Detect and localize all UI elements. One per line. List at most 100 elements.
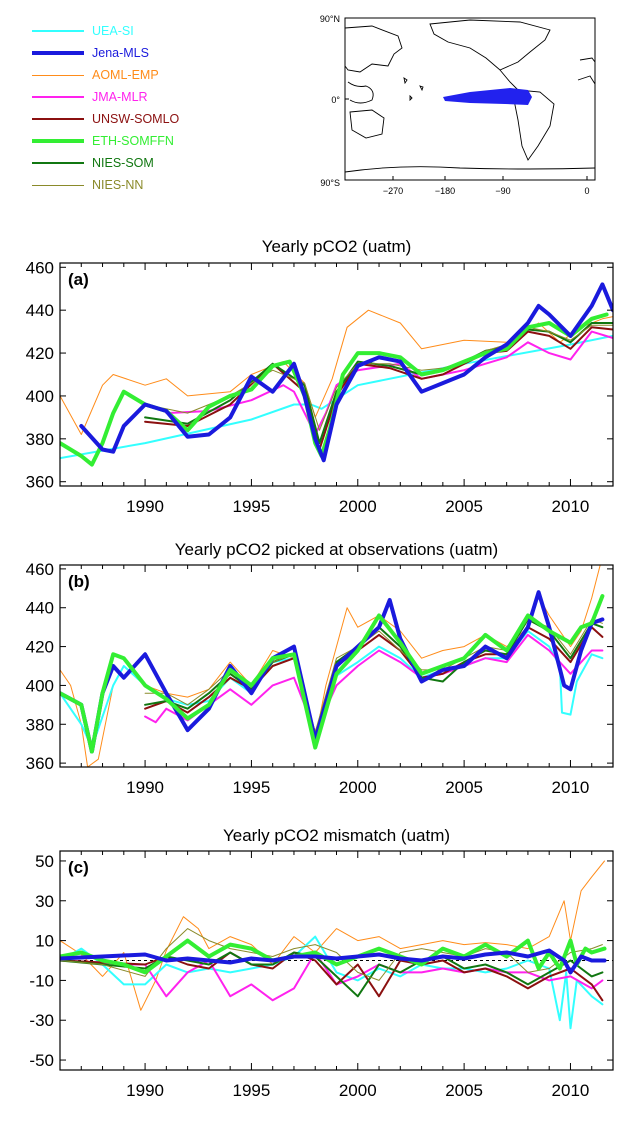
legend-item-unsw-somlo: UNSW-SOMLO <box>32 108 262 130</box>
panel-label: (b) <box>68 572 90 591</box>
x-tick-label: 2000 <box>339 778 377 797</box>
legend-item-jena-mls: Jena-MLS <box>32 42 262 64</box>
y-tick-label: 380 <box>26 715 54 734</box>
legend-swatch <box>32 162 84 164</box>
chart-title: Yearly pCO2 picked at observations (uatm… <box>175 540 498 559</box>
x-tick-label: 2000 <box>339 497 377 516</box>
series-line-nies-nn <box>144 324 613 431</box>
legend-swatch <box>32 184 84 186</box>
legend-swatch <box>32 96 84 98</box>
y-tick-label: 380 <box>26 430 54 449</box>
series-line-nies-som <box>144 322 613 445</box>
series-line-aoml-emp <box>60 565 601 767</box>
x-tick-label: 2005 <box>445 497 483 516</box>
legend-label: JMA-MLR <box>92 90 148 104</box>
y-tick-label: 440 <box>26 599 54 618</box>
x-tick-label: 2005 <box>445 1081 483 1100</box>
x-tick-label: 1995 <box>233 1081 271 1100</box>
chart-title: Yearly pCO2 (uatm) <box>262 237 412 256</box>
legend-label: UNSW-SOMLO <box>92 112 180 126</box>
coastline-south-america <box>513 89 555 161</box>
coastline-africa <box>577 57 596 85</box>
panel-label: (c) <box>68 858 89 877</box>
y-tick-label: 50 <box>35 852 54 871</box>
legend-swatch <box>32 118 84 120</box>
map-lon-label: −180 <box>435 186 455 196</box>
legend-label: UEA-SI <box>92 24 134 38</box>
x-tick-label: 1990 <box>126 778 164 797</box>
coastline-north-america <box>429 19 551 71</box>
map-lat-label: 90°N <box>320 14 340 24</box>
series-line-jma-mlr <box>165 330 613 436</box>
y-tick-label: 460 <box>26 258 54 277</box>
y-tick-label: 400 <box>26 676 54 695</box>
x-tick-label: 2010 <box>552 778 590 797</box>
y-tick-label: 440 <box>26 301 54 320</box>
x-tick-label: 2010 <box>552 1081 590 1100</box>
series-line-aoml-emp <box>60 860 605 1011</box>
y-tick-label: 420 <box>26 638 54 657</box>
series-line-eth-somffn <box>60 312 609 467</box>
x-tick-label: 1995 <box>233 778 271 797</box>
y-tick-label: -50 <box>29 1051 54 1070</box>
y-tick-label: 360 <box>26 754 54 773</box>
series-group <box>60 282 613 467</box>
y-tick-label: 10 <box>35 932 54 951</box>
map-lat-label: 90°S <box>320 178 340 188</box>
series-line-jma-mlr <box>60 951 604 1002</box>
y-tick-label: -10 <box>29 971 54 990</box>
series-line-jena-mls <box>60 948 607 975</box>
x-tick-label: 1990 <box>126 497 164 516</box>
map-lon-label: 0 <box>584 186 589 196</box>
chart-title: Yearly pCO2 mismatch (uatm) <box>223 826 450 845</box>
legend-label: Jena-MLS <box>92 46 149 60</box>
x-tick-label: 2010 <box>552 497 590 516</box>
legend-swatch <box>32 51 84 55</box>
legend: UEA-SI Jena-MLS AOML-EMP JMA-MLR UNSW-SO… <box>32 20 262 196</box>
legend-item-uea-si: UEA-SI <box>32 20 262 42</box>
map-lon-label: −90 <box>495 186 510 196</box>
x-tick-label: 2000 <box>339 1081 377 1100</box>
map-lat-label: 0° <box>331 95 340 105</box>
coastline-islands <box>403 77 424 102</box>
legend-item-aoml-emp: AOML-EMP <box>32 64 262 86</box>
y-tick-label: 30 <box>35 892 54 911</box>
map-lon-label: −270 <box>383 186 403 196</box>
coastlines <box>344 19 596 173</box>
map-axis-labels: 90°N 0° 90°S −270 −180 −90 0 <box>320 14 590 196</box>
coastline-maritime <box>347 81 374 104</box>
series-line-eth-somffn <box>60 594 605 754</box>
x-tick-label: 2005 <box>445 778 483 797</box>
y-tick-label: -30 <box>29 1011 54 1030</box>
legend-swatch <box>32 74 84 76</box>
legend-label: AOML-EMP <box>92 68 159 82</box>
series-line-uea-si <box>60 935 604 1030</box>
y-tick-label: 420 <box>26 344 54 363</box>
series-line-jena-mls <box>60 590 605 754</box>
x-tick-label: 1990 <box>126 1081 164 1100</box>
series-group <box>60 565 605 767</box>
coastline-central-america <box>499 69 519 91</box>
x-tick-label: 1995 <box>233 497 271 516</box>
legend-label: NIES-SOM <box>92 156 154 170</box>
panel-label: (a) <box>68 270 89 289</box>
legend-item-nies-som: NIES-SOM <box>32 152 262 174</box>
map-ticks <box>345 98 588 180</box>
legend-label: NIES-NN <box>92 178 144 192</box>
coastline-australia <box>349 109 385 139</box>
panel-b: Yearly pCO2 picked at observations (uatm… <box>26 540 614 797</box>
series-line-eth-somffn <box>60 938 607 975</box>
coastline-antarctica <box>344 166 596 173</box>
series-group <box>60 860 607 1030</box>
coastline-asia <box>344 25 403 73</box>
series-line-nies-som <box>60 951 604 998</box>
series-line-jena-mls <box>79 282 613 463</box>
series-line-nies-nn <box>60 928 603 981</box>
legend-swatch <box>32 30 84 32</box>
panel-c: Yearly pCO2 mismatch (uatm) -50 -30 -10 10 30… <box>29 826 614 1100</box>
panel-a: Yearly pCO2 (uatm) 360 380 400 420 440 460 1990… <box>26 237 614 516</box>
region-polygon <box>443 88 532 105</box>
y-tick-label: 360 <box>26 473 54 492</box>
series-line-nies-som <box>144 618 604 741</box>
